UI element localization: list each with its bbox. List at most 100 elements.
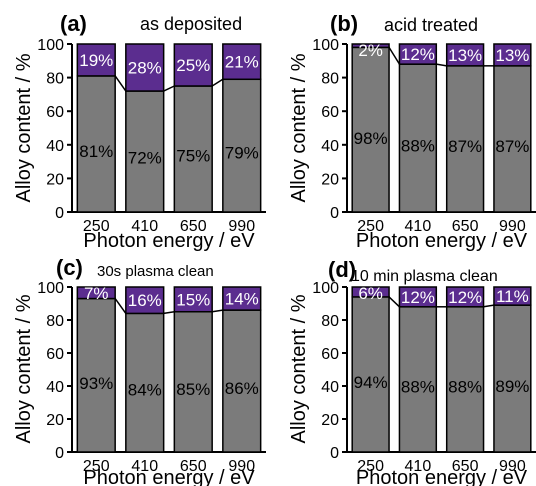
bar-lower-segment: [173, 85, 213, 213]
bar-upper-segment: [351, 43, 390, 49]
bar-upper-segment: [222, 43, 262, 81]
x-tick-label: 250: [83, 458, 110, 475]
bar-lower-segment: [76, 297, 116, 453]
x-axis-label: Photon energy / eV: [83, 230, 255, 252]
x-tick-label: 410: [131, 458, 158, 475]
x-tick-label: 410: [131, 218, 158, 235]
y-tick-label: 60: [46, 104, 64, 121]
bar-upper-segment: [173, 43, 213, 87]
y-tick-label: 80: [321, 313, 339, 330]
y-tick-label: 100: [37, 37, 64, 54]
y-tick-label: 20: [46, 412, 64, 429]
bar-lower-value-label: 81%: [79, 142, 113, 161]
panel-label: (b): [330, 11, 358, 36]
boundary-connector: [212, 309, 223, 313]
y-axis-label: Alloy content / %: [288, 294, 310, 443]
boundary-connector: [114, 75, 127, 92]
y-tick-label: 40: [46, 138, 64, 155]
bar-upper-value-label: 13%: [448, 46, 482, 65]
y-tick-label: 80: [46, 313, 64, 330]
bar-lower-segment: [76, 75, 116, 213]
y-axis-label: Alloy content / %: [13, 53, 35, 202]
bar-upper-value-label: 12%: [401, 288, 435, 307]
y-tick-label: 20: [321, 171, 339, 188]
y-tick-label: 100: [37, 280, 64, 297]
bar-upper-value-label: 16%: [128, 291, 162, 310]
bar-upper-segment: [493, 286, 532, 306]
bar-upper-value-label: 19%: [79, 51, 113, 70]
bar-lower-value-label: 89%: [495, 377, 529, 396]
bar-lower-segment: [125, 312, 165, 453]
y-tick-label: 40: [46, 379, 64, 396]
panel-label: (d): [328, 257, 356, 282]
y-tick-label: 100: [312, 280, 339, 297]
y-tick-label: 80: [46, 71, 64, 88]
x-tick-label: 990: [228, 218, 255, 235]
bar-upper-value-label: 6%: [358, 284, 383, 303]
bar-upper-value-label: 11%: [496, 287, 529, 306]
bar-lower-value-label: 87%: [495, 137, 529, 156]
bar-lower-value-label: 72%: [128, 149, 162, 168]
boundary-connector: [114, 298, 127, 314]
bar-upper-segment: [398, 43, 438, 65]
chart-title: 10 min plasma clean: [351, 268, 498, 285]
chart-title: as deposited: [140, 14, 242, 34]
bar-lower-value-label: 87%: [448, 137, 482, 156]
boundary-connector: [436, 63, 447, 67]
x-tick-label: 650: [180, 458, 207, 475]
bar-upper-value-label: 21%: [225, 53, 259, 72]
bar-lower-value-label: 88%: [401, 378, 435, 397]
y-tick-label: 60: [321, 104, 339, 121]
bar-lower-segment: [222, 309, 262, 453]
x-tick-label: 250: [357, 218, 384, 235]
bar-upper-value-label: 14%: [225, 290, 259, 309]
bar-lower-value-label: 86%: [225, 379, 259, 398]
bar-lower-segment: [445, 65, 485, 213]
bar-lower-segment: [445, 306, 485, 453]
bar-lower-segment: [493, 65, 532, 213]
bar-upper-value-label: 15%: [176, 290, 210, 309]
bar-lower-segment: [398, 63, 438, 213]
bar-lower-segment: [173, 311, 213, 453]
y-tick-label: 20: [46, 171, 64, 188]
bar-lower-segment: [351, 46, 390, 213]
y-tick-label: 100: [312, 37, 339, 54]
bar-lower-value-label: 93%: [79, 374, 113, 393]
bar-lower-segment: [493, 304, 532, 453]
bar-lower-value-label: 79%: [225, 143, 259, 162]
x-axis-label: Photon energy / eV: [356, 467, 528, 486]
bar-upper-value-label: 2%: [358, 41, 383, 60]
boundary-connector: [211, 78, 224, 87]
y-tick-label: 60: [321, 346, 339, 363]
bar-upper-segment: [173, 286, 213, 313]
y-tick-label: 40: [321, 379, 339, 396]
x-tick-label: 650: [452, 458, 479, 475]
x-tick-label: 410: [405, 458, 432, 475]
bar-lower-segment: [125, 90, 165, 213]
bar-upper-segment: [76, 43, 116, 77]
y-tick-label: 0: [55, 445, 64, 462]
panel-label: (c): [56, 255, 83, 280]
bar-upper-value-label: 12%: [401, 45, 435, 64]
bar-upper-segment: [125, 43, 165, 92]
bar-upper-segment: [493, 43, 532, 67]
y-axis-label: Alloy content / %: [288, 53, 310, 202]
boundary-connector: [483, 304, 495, 308]
x-tick-label: 410: [405, 218, 432, 235]
y-tick-label: 0: [330, 205, 339, 222]
bar-lower-value-label: 85%: [176, 380, 210, 399]
bar-lower-value-label: 94%: [354, 373, 388, 392]
bar-lower-value-label: 88%: [401, 136, 435, 155]
x-tick-label: 250: [83, 218, 110, 235]
y-axis-label: Alloy content / %: [13, 294, 35, 443]
chart-title: 30s plasma clean: [97, 263, 214, 280]
bar-upper-segment: [351, 286, 390, 298]
bar-upper-value-label: 12%: [448, 288, 482, 307]
y-tick-label: 20: [321, 412, 339, 429]
x-axis-label: Photon energy / eV: [83, 467, 255, 486]
bar-upper-segment: [445, 43, 485, 67]
